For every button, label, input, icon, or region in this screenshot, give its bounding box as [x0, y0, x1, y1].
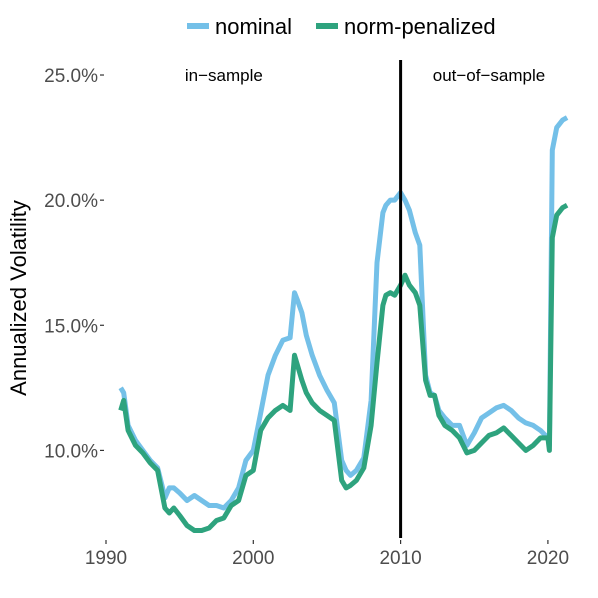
y-axis: 10.0% 15.0% 20.0% 25.0%: [44, 66, 104, 462]
plot-area: [118, 60, 569, 538]
y-axis-title: Annualized Volatility: [6, 200, 31, 396]
x-tick-label: 2010: [379, 548, 421, 569]
legend: nominal norm-penalized: [187, 14, 496, 39]
legend-label: norm-penalized: [344, 14, 496, 39]
y-tick-label: 15.0%: [44, 316, 98, 337]
series-line-norm-penalized: [118, 203, 569, 533]
y-tick-label: 10.0%: [44, 441, 98, 462]
x-tick-label: 1990: [85, 548, 127, 569]
y-tick-label: 20.0%: [44, 191, 98, 212]
annotation-label: out−of−sample: [433, 66, 545, 85]
x-tick-label: 2000: [232, 548, 274, 569]
annotations: in−sample out−of−sample: [185, 66, 545, 85]
x-axis: 1990 2000 2010 2020: [85, 540, 569, 569]
legend-label: nominal: [215, 14, 292, 39]
y-tick-label: 25.0%: [44, 66, 98, 87]
x-tick-label: 2020: [527, 548, 569, 569]
annotation-label: in−sample: [185, 66, 263, 85]
series-line-nominal: [118, 115, 569, 511]
